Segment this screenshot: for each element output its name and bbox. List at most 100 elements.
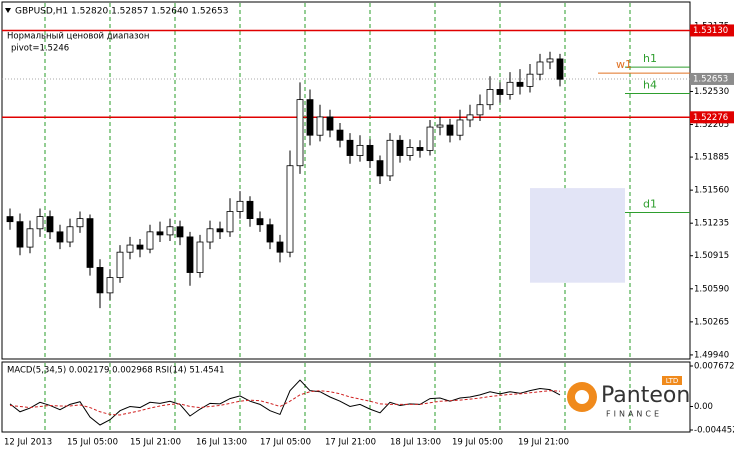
indicator-title: MACD(5,34,5) 0.002179 0.002968 RSI(14) 5… — [7, 366, 224, 376]
annotation: Нормальный ценовой диапазон — [7, 32, 149, 42]
candle-body — [166, 226, 174, 236]
candle-body — [506, 81, 514, 95]
y-tick-label: 1.51235 — [694, 219, 729, 229]
candle-body — [326, 116, 334, 131]
candle-body — [246, 200, 254, 220]
y-tick-label: 1.51560 — [694, 186, 729, 196]
x-tick-label: 19 Jul 05:00 — [452, 438, 503, 448]
main-frame — [1, 1, 691, 360]
range-box — [530, 188, 625, 283]
y-tick-label: 1.50590 — [694, 284, 729, 294]
candle-body — [336, 129, 344, 141]
candle-body — [346, 139, 354, 156]
level-label: h1 — [643, 52, 657, 65]
y-tick-label: 1.50265 — [694, 317, 729, 327]
candle-body — [186, 236, 194, 273]
candle-body — [536, 61, 544, 75]
candle-body — [136, 244, 144, 250]
candle-body — [56, 231, 64, 243]
menu-triangle — [5, 8, 11, 13]
candle-body — [426, 126, 434, 151]
indicator-frame — [1, 361, 691, 433]
candle-body — [16, 221, 24, 248]
plot: 1.531751.525301.522051.518851.515601.512… — [2, 21, 734, 448]
candle-body — [146, 231, 154, 250]
candle-body — [266, 224, 274, 243]
candle-body — [66, 226, 74, 243]
price-tag-bg — [690, 72, 734, 85]
candle-body — [276, 241, 284, 253]
candle-body — [516, 81, 524, 87]
candle-body — [226, 211, 234, 233]
vertical-grid — [44, 3, 631, 431]
candle-body — [86, 218, 94, 268]
annotation: pivot=1.5246 — [11, 44, 69, 54]
y-tick-label: 1.50915 — [694, 251, 729, 261]
y-tick-label: 0.00 — [694, 402, 713, 412]
x-tick-label: 16 Jul 13:00 — [196, 438, 247, 448]
candle-body — [386, 139, 394, 177]
y-tick-label: 0.007672 — [694, 362, 734, 372]
candle-body — [456, 119, 464, 136]
candle-body — [96, 267, 104, 294]
logo-name: Panteon — [601, 383, 690, 408]
candle-body — [176, 226, 184, 238]
logo-sub: FINANCE — [606, 410, 662, 419]
candle-body — [6, 216, 14, 223]
x-tick-label: 17 Jul 05:00 — [260, 438, 311, 448]
candle-body — [316, 116, 324, 136]
price-tag: 1.52653 — [693, 74, 728, 84]
candle-body — [396, 139, 404, 156]
candle-body — [126, 244, 134, 253]
x-tick-label: 17 Jul 21:00 — [325, 438, 376, 448]
logo-badge-bg — [662, 376, 682, 385]
candle-body — [196, 241, 204, 273]
level-label: w1 — [616, 58, 632, 71]
candle-body — [286, 165, 294, 253]
y-tick-label: 1.52530 — [694, 87, 729, 97]
candle-body — [296, 99, 304, 167]
candle-body — [156, 231, 164, 236]
candle-body — [436, 124, 444, 128]
candle-body — [306, 99, 314, 136]
candle-body — [26, 228, 34, 248]
candle-body — [526, 73, 534, 87]
candle-body — [216, 228, 224, 233]
x-tick-label: 15 Jul 21:00 — [130, 438, 181, 448]
price-tag: 1.52276 — [693, 113, 728, 123]
price-tag-bg — [690, 24, 734, 37]
candle-body — [376, 160, 384, 177]
candle-body — [556, 58, 564, 80]
candle-body — [236, 200, 244, 212]
candle-body — [546, 58, 554, 63]
candle-body — [496, 89, 504, 95]
logo-icon — [575, 390, 589, 404]
logo-badge: LTD — [666, 377, 679, 385]
candle-body — [256, 218, 264, 226]
chart-title: GBPUSD,H1 1.52820 1.52857 1.52640 1.5265… — [15, 7, 228, 17]
x-tick-label: 12 Jul 2013 — [4, 438, 52, 448]
candle-body — [46, 216, 54, 233]
y-tick-label: 1.51885 — [694, 153, 729, 163]
x-tick-label: 19 Jul 21:00 — [518, 438, 569, 448]
candle-body — [476, 104, 484, 116]
candle-body — [356, 144, 364, 156]
candle-body — [116, 251, 124, 279]
y-tick-label: 1.49940 — [694, 350, 729, 360]
candle-body — [76, 218, 84, 228]
level-label: h4 — [643, 79, 657, 92]
candle-body — [206, 228, 214, 243]
candle-body — [406, 147, 414, 156]
candle-body — [36, 216, 44, 230]
y-tick-label: 1.52205 — [694, 120, 729, 130]
y-tick-label: -0.004452 — [694, 426, 734, 436]
level-label: d1 — [643, 198, 657, 211]
candle-body — [446, 124, 454, 136]
x-tick-label: 15 Jul 05:00 — [67, 438, 118, 448]
x-tick-label: 18 Jul 13:00 — [390, 438, 441, 448]
price-tag: 1.53130 — [693, 26, 728, 36]
indicator-line — [9, 390, 561, 416]
indicator-line — [9, 379, 561, 426]
logo: LTD Panteon FINANCE — [567, 376, 690, 419]
